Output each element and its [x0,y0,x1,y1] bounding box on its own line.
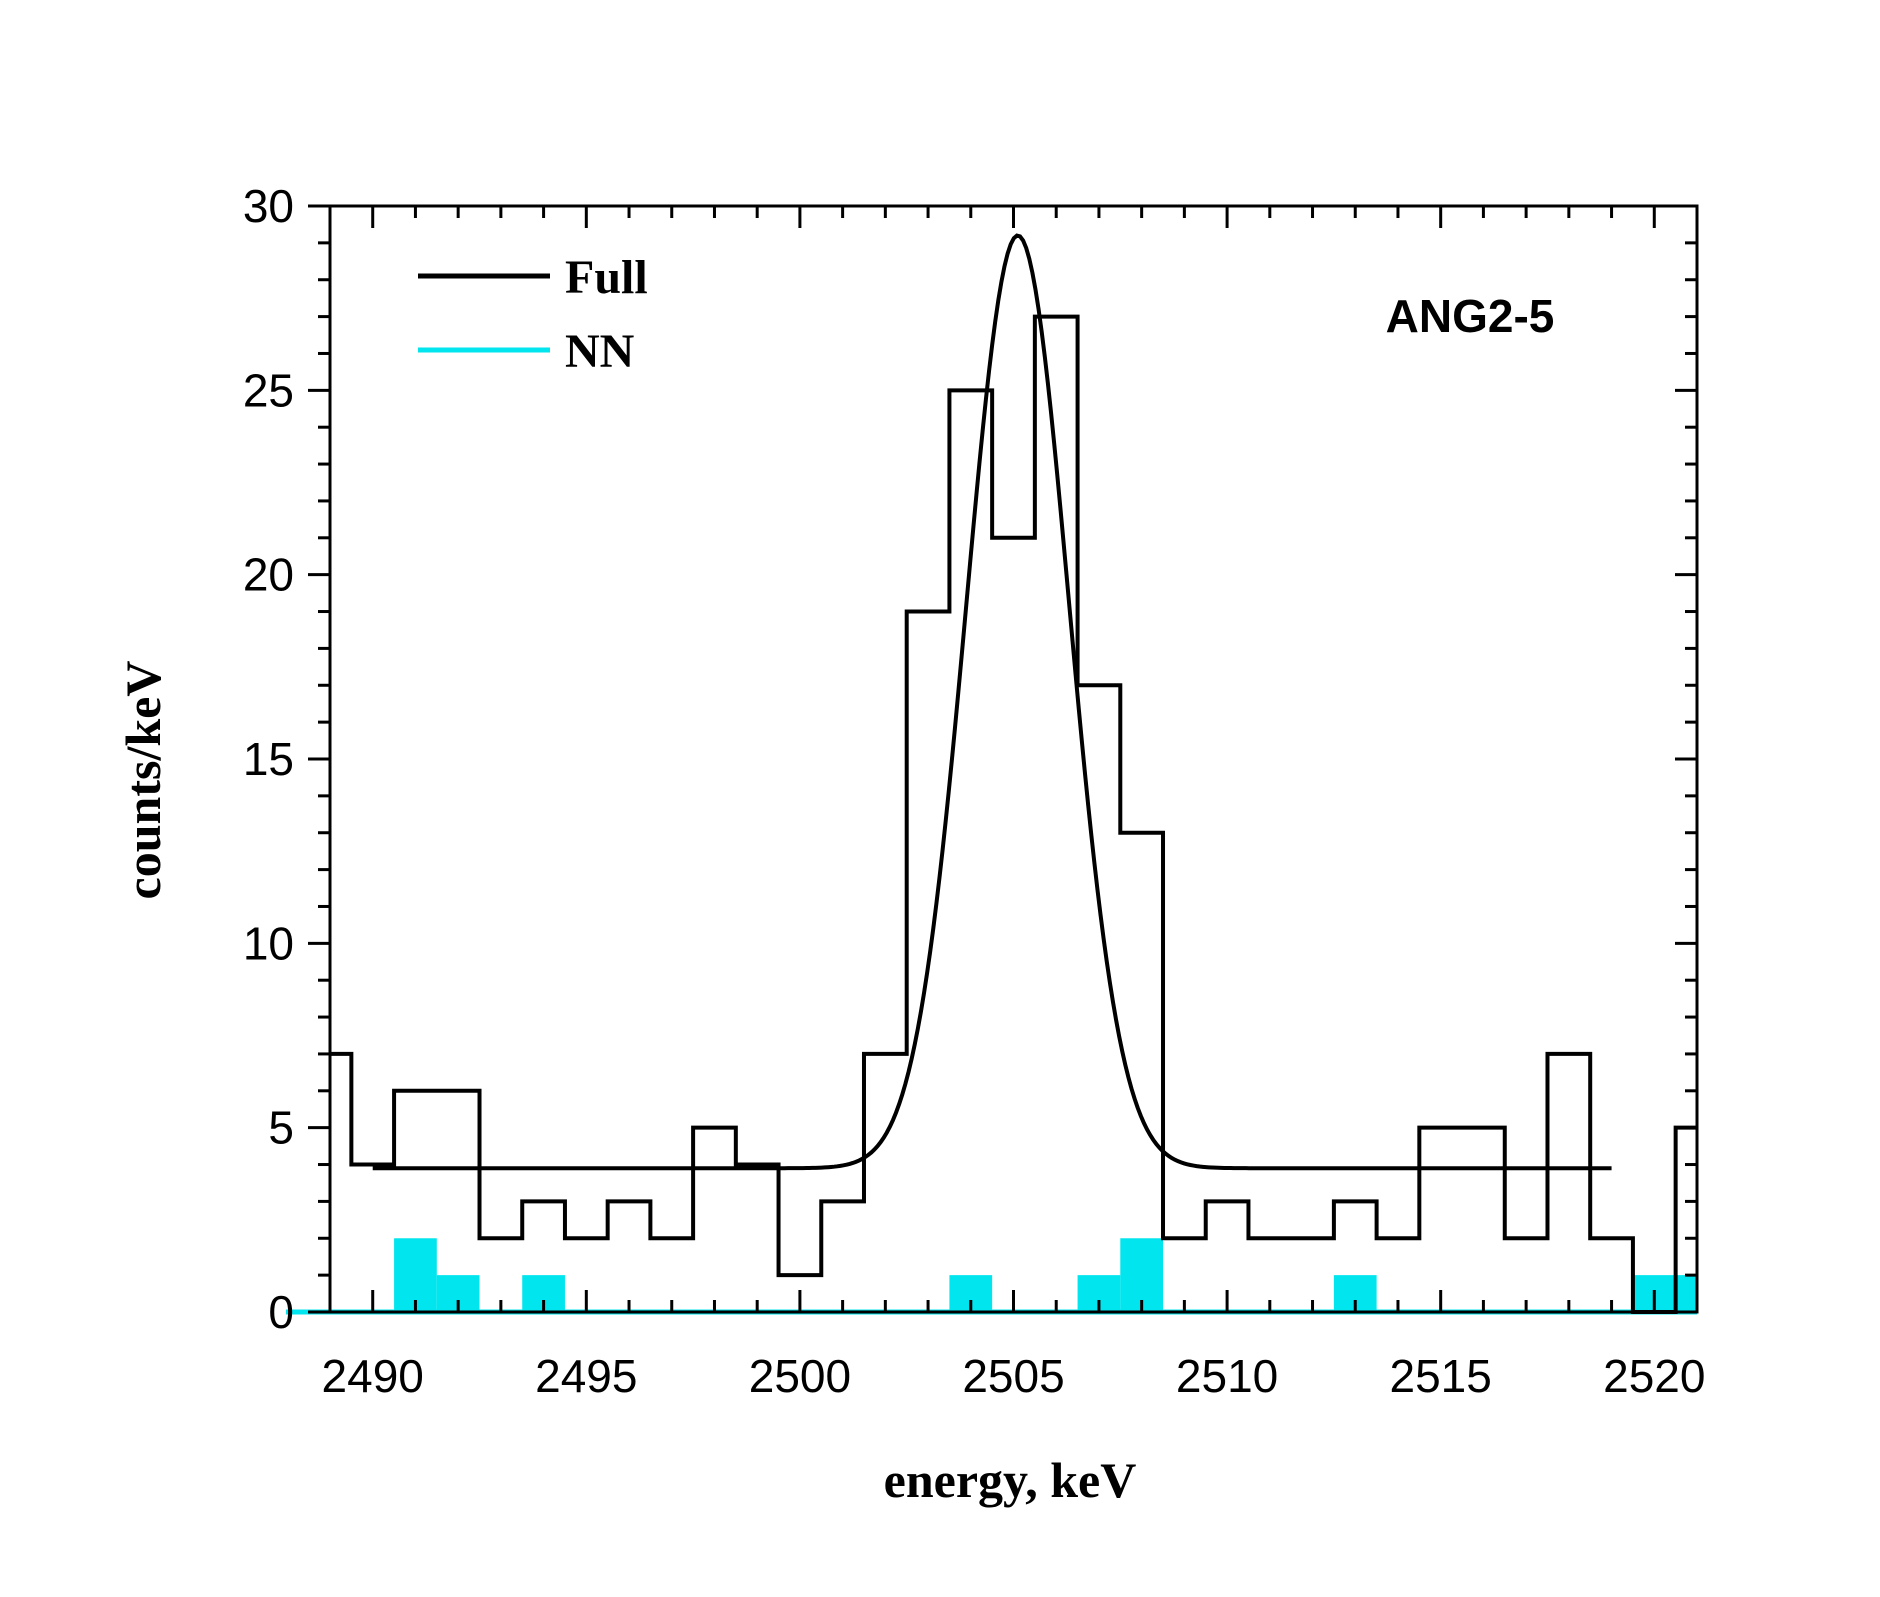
nn-bar [1120,1238,1164,1312]
nn-bar [1675,1275,1697,1312]
y-axis-title: counts/keV [115,661,171,900]
x-tick-label: 2505 [962,1350,1064,1402]
axes-layer [328,204,1699,1314]
y-tick-label: 5 [268,1102,294,1154]
ticks-layer: 2490 2495 2500 2505 2510 2515 2520 0 5 10 15 20 25 30 [243,180,1706,1402]
x-tick-label: 2500 [749,1350,851,1402]
y-tick-label: 15 [243,733,294,785]
x-axis-title: energy, keV [884,1452,1137,1508]
x-tick-label: 2510 [1176,1350,1278,1402]
nn-bar [394,1238,437,1312]
y-tick-label: 0 [268,1286,294,1338]
plot-frame [328,204,1699,1314]
fit-curve-layer [372,233,1612,1171]
x-tick-label: 2495 [535,1350,637,1402]
legend: Full NN [418,251,648,378]
legend-label-nn: NN [565,325,635,378]
x-tick-label: 2490 [322,1350,424,1402]
y-tick-label: 20 [243,549,294,601]
gaussian-fit-curve [372,233,1612,1171]
legend-label-full: Full [565,251,648,304]
x-tick-label: 2520 [1603,1350,1705,1402]
y-tick-label: 30 [243,180,294,232]
y-tick-label: 25 [243,364,294,416]
y-tick-label: 10 [243,917,294,969]
full-series-layer [330,314,1697,1314]
nn-series-layer [286,1238,1697,1315]
full-histogram-steps [330,314,1697,1314]
x-tick-label: 2515 [1390,1350,1492,1402]
dataset-annotation: ANG2-5 [1386,290,1555,342]
